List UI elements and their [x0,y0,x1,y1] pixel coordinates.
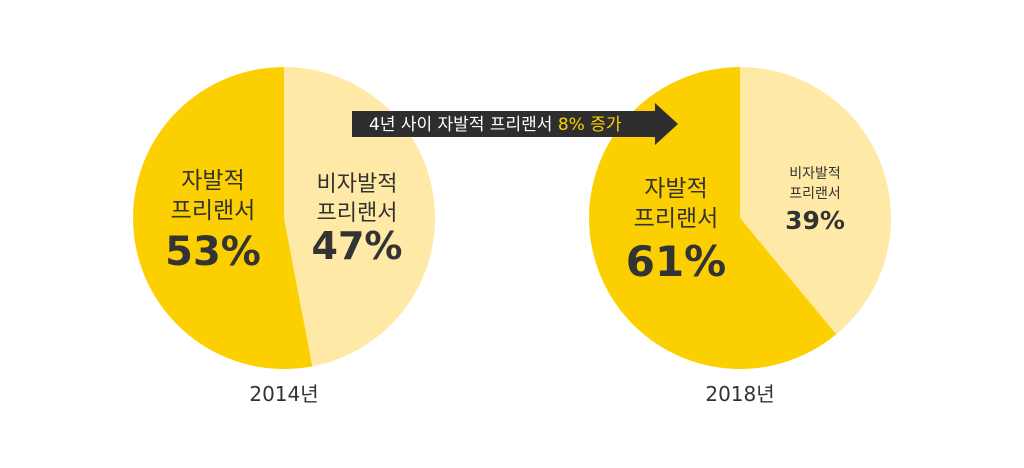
pie-caption-2014: 2014년 [249,382,318,406]
slice-label-2018-voluntary-line1: 자발적 [644,176,707,202]
slice-value-2014-voluntary: 53% [165,229,261,275]
right-arrow-icon [352,103,678,145]
pie-slice-2018-voluntary [589,67,837,369]
slice-label-2018-voluntary-line2: 프리랜서 [634,206,719,232]
slice-value-2014-non-voluntary: 47% [312,224,403,268]
increase-arrow-banner: 4년 사이 자발적 프리랜서 8% 증가 [352,103,678,145]
slice-value-2018-voluntary: 61% [626,237,727,286]
arrow-caption-highlight: 8% 증가 [558,115,622,135]
pie-slice-2014-non-voluntary [284,67,436,367]
slice-label-2014-voluntary-line1: 자발적 [181,168,244,194]
arrow-caption: 4년 사이 자발적 프리랜서 8% 증가 [369,115,622,135]
pie-chart-2014: 자발적 프리랜서 53% 비자발적 프리랜서 47% 2014년 [133,67,436,406]
slice-label-2018-non-voluntary-line1: 비자발적 [789,166,841,182]
slice-label-2014-voluntary-line2: 프리랜서 [171,198,256,224]
pie-chart-2018: 자발적 프리랜서 61% 비자발적 프리랜서 39% 2018년 [589,67,892,406]
pie-caption-2018: 2018년 [705,382,774,406]
slice-label-2014-non-voluntary-line2: 프리랜서 [317,201,398,226]
slice-label-2014-non-voluntary-line1: 비자발적 [317,172,398,197]
pie-slice-2018-non-voluntary [740,67,892,335]
slice-label-2018-non-voluntary-line2: 프리랜서 [789,186,841,202]
pie-slice-2014-voluntary [133,67,313,370]
slice-value-2018-non-voluntary: 39% [785,206,845,235]
arrow-caption-text: 4년 사이 자발적 프리랜서 [369,115,558,135]
